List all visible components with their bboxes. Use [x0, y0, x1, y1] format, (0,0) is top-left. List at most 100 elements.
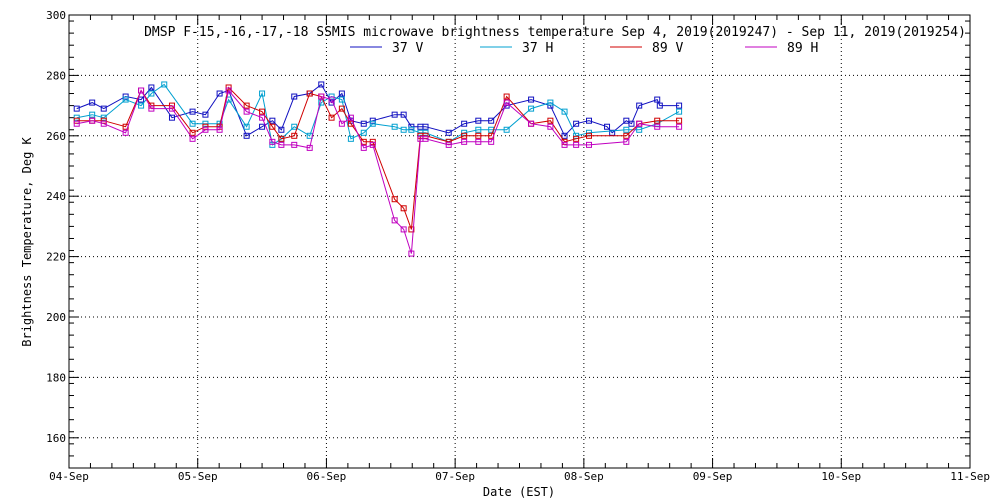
- data-point-37-h: [338, 96, 345, 103]
- data-point-89-h: [168, 105, 175, 112]
- series-line-37-v: [76, 83, 680, 137]
- x-tick-label: 06-Sep: [307, 470, 347, 483]
- data-point-89-v: [306, 90, 313, 97]
- data-point-89-v: [291, 132, 298, 139]
- data-point-89-h: [676, 123, 683, 130]
- y-tick-label: 160: [46, 432, 66, 445]
- data-point-37-v: [318, 81, 325, 88]
- data-point-89-h: [391, 217, 398, 224]
- data-point-37-h: [148, 90, 155, 97]
- data-point-37-h: [391, 123, 398, 130]
- data-point-37-h: [138, 102, 145, 109]
- chart-title: DMSP F-15,-16,-17,-18 SSMIS microwave br…: [144, 25, 966, 40]
- x-tick-label: 04-Sep: [49, 470, 89, 483]
- data-point-89-h: [408, 250, 415, 257]
- data-point-89-v: [676, 117, 683, 124]
- data-point-37-v: [586, 117, 593, 124]
- data-point-37-v: [291, 93, 298, 100]
- data-point-89-h: [89, 117, 96, 124]
- data-point-37-h: [547, 99, 554, 106]
- data-point-89-h: [73, 120, 80, 127]
- data-point-37-h: [636, 126, 643, 133]
- data-point-89-h: [306, 144, 313, 151]
- series-37-v: [73, 81, 683, 139]
- tick-labels: 160 180 200 220 240 260 280 300 04-Sep 05-Sep 06-S…: [46, 9, 990, 483]
- data-point-37-v: [654, 96, 661, 103]
- data-point-37-h: [259, 90, 266, 97]
- data-point-37-h: [89, 111, 96, 118]
- data-point-89-v: [445, 138, 452, 145]
- data-point-37-h: [561, 108, 568, 115]
- data-point-89-h: [189, 135, 196, 142]
- data-point-89-v: [654, 117, 661, 124]
- data-point-89-h: [269, 138, 276, 145]
- data-point-89-h: [503, 99, 510, 106]
- data-point-37-h: [360, 129, 367, 136]
- y-tick-label: 300: [46, 9, 66, 22]
- x-tick-label: 11-Sep: [950, 470, 990, 483]
- x-axis-title: Date (EST): [483, 485, 555, 499]
- data-point-89-v: [400, 205, 407, 212]
- data-point-89-h: [259, 114, 266, 121]
- data-point-37-v: [138, 96, 145, 103]
- grid-lines: [69, 15, 970, 468]
- data-point-37-h: [623, 126, 630, 133]
- data-point-89-h: [138, 87, 145, 94]
- data-point-37-v: [243, 132, 250, 139]
- data-point-89-h: [122, 129, 129, 136]
- series-89-v: [73, 84, 683, 233]
- data-point-89-v: [547, 117, 554, 124]
- data-point-89-h: [318, 93, 325, 100]
- data-point-89-h: [586, 141, 593, 148]
- data-point-37-v: [269, 117, 276, 124]
- data-point-89-h: [338, 120, 345, 127]
- data-point-89-v: [408, 226, 415, 233]
- data-point-89-v: [259, 108, 266, 115]
- legend-label-37-h: 37 H: [522, 41, 553, 56]
- axis-ticks: [68, 14, 971, 469]
- data-point-89-h: [148, 105, 155, 112]
- data-point-37-h: [328, 93, 335, 100]
- data-point-37-v: [636, 102, 643, 109]
- data-point-37-h: [461, 129, 468, 136]
- data-point-37-v: [168, 114, 175, 121]
- data-point-37-v: [408, 123, 415, 130]
- data-point-89-h: [225, 87, 232, 94]
- data-point-89-h: [243, 108, 250, 115]
- data-point-89-h: [278, 141, 285, 148]
- data-point-37-v: [122, 93, 129, 100]
- data-point-89-h: [573, 141, 580, 148]
- data-point-37-v: [628, 120, 635, 127]
- data-point-37-h: [122, 96, 129, 103]
- data-point-89-v: [202, 123, 209, 130]
- x-tick-label: 07-Sep: [435, 470, 475, 483]
- data-point-89-h: [360, 144, 367, 151]
- data-point-37-h: [676, 108, 683, 115]
- data-point-37-v: [609, 129, 616, 136]
- data-point-37-h: [243, 123, 250, 130]
- legend-label-89-v: 89 V: [652, 41, 683, 56]
- data-point-89-h: [488, 138, 495, 145]
- data-point-37-h: [369, 120, 376, 127]
- y-axis-title: Brightness Temperature, Deg K: [20, 136, 34, 346]
- data-point-89-h: [547, 123, 554, 130]
- series-89-h: [73, 87, 683, 257]
- data-point-37-h: [408, 126, 415, 133]
- data-point-37-v: [391, 111, 398, 118]
- data-point-89-h: [445, 141, 452, 148]
- data-point-37-h: [73, 114, 80, 121]
- data-point-89-v: [623, 132, 630, 139]
- data-point-89-v: [189, 129, 196, 136]
- legend-label-89-h: 89 H: [787, 41, 818, 56]
- data-point-89-v: [503, 93, 510, 100]
- data-point-37-h: [528, 105, 535, 112]
- data-point-37-v: [656, 102, 663, 109]
- data-point-37-v: [100, 105, 107, 112]
- legend-label-37-v: 37 V: [392, 41, 423, 56]
- data-point-37-v: [216, 90, 223, 97]
- data-point-37-v: [360, 120, 367, 127]
- data-point-89-h: [202, 126, 209, 133]
- legend: 37 V 37 H 89 V 89 H: [350, 41, 818, 56]
- data-point-37-v: [278, 126, 285, 133]
